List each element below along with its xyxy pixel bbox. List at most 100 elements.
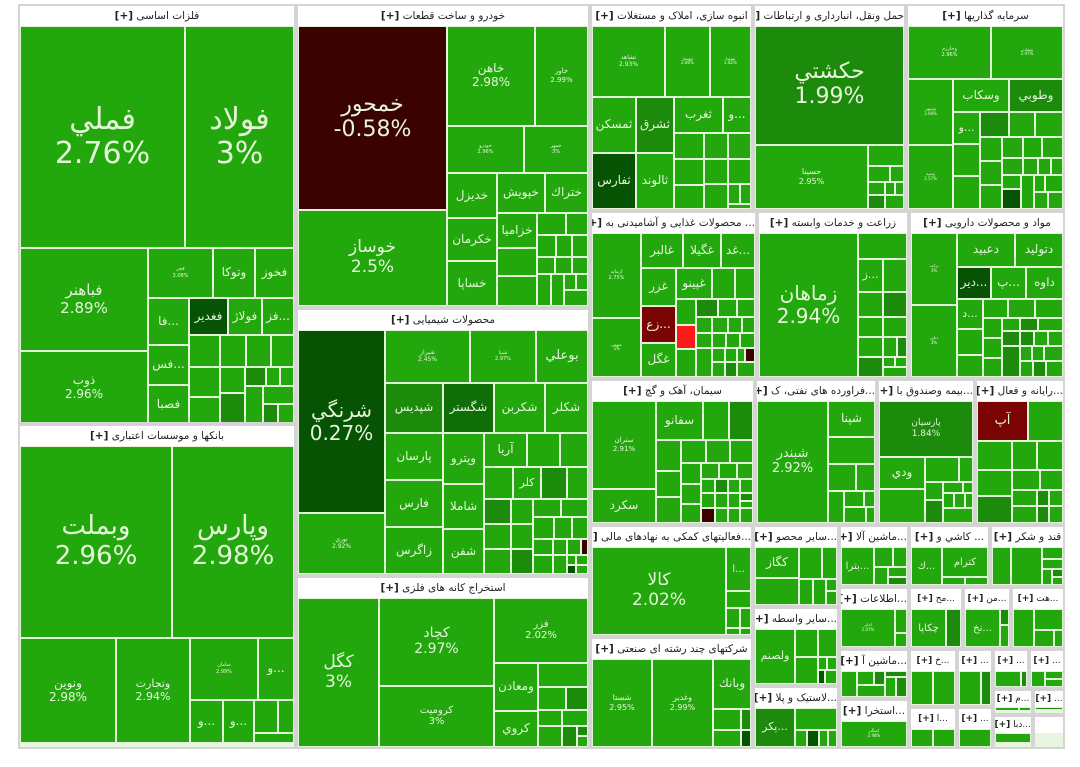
stock-tile[interactable] [890,166,904,182]
expand-plus-icon[interactable]: [+] [967,594,984,604]
stock-tile[interactable] [1052,577,1063,585]
stock-tile[interactable] [883,292,907,317]
stock-tile[interactable]: وبانك [713,659,751,709]
stock-tile[interactable]: ...فا [148,298,189,345]
stock-tile[interactable] [189,367,220,397]
stock-tile[interactable] [965,493,973,508]
stock-tile[interactable] [538,687,566,710]
stock-tile[interactable]: ...فز [262,298,294,335]
stock-tile[interactable] [943,493,954,508]
sector-title[interactable]: سیمان، آهک و گچ [+] [592,381,753,401]
sector-title[interactable]: محصولات شیمیایی [+] [298,310,588,330]
stock-tile[interactable]: ذوب 2.96% [20,351,148,422]
expand-plus-icon[interactable]: [+] [592,531,598,543]
stock-tile[interactable]: خودرو 2.96% [447,126,524,173]
stock-tile[interactable] [826,591,837,605]
stock-tile[interactable]: شگستر [443,383,494,433]
stock-tile[interactable] [943,508,973,523]
stock-tile[interactable]: شستا 2.95% [592,659,652,747]
sector-title[interactable]: ...دبا [+] [995,717,1031,733]
stock-tile[interactable] [1000,625,1009,647]
stock-tile[interactable] [858,292,883,317]
stock-tile[interactable] [819,730,828,747]
stock-tile[interactable] [1031,671,1045,687]
stock-tile[interactable]: چكاپا [911,609,946,647]
stock-tile[interactable] [554,517,572,539]
stock-tile[interactable] [826,579,837,591]
stock-tile[interactable] [681,440,706,463]
stock-tile[interactable]: شرنگي 0.27% [298,330,385,513]
stock-tile[interactable] [715,493,728,508]
stock-tile[interactable] [795,657,818,684]
stock-tile[interactable]: ...د [957,299,983,329]
sector-title[interactable]: ...ماشین آ [+] [841,651,907,671]
stock-tile[interactable] [674,185,704,209]
stock-tile[interactable] [883,259,907,292]
stock-tile[interactable]: كلر [513,467,541,499]
stock-tile[interactable]: فارس [385,480,443,527]
stock-tile[interactable]: ...پ [991,267,1026,299]
stock-tile[interactable]: وپترو [443,433,484,484]
stock-tile[interactable] [1012,506,1037,523]
stock-tile[interactable]: ثشرق [636,97,674,153]
stock-tile[interactable] [564,274,576,290]
sector-title[interactable]: ...فعالیتهای کمکی به نهادهای مالی [+] [592,527,751,547]
stock-tile[interactable] [983,318,1002,338]
expand-plus-icon[interactable]: [+] [842,705,862,717]
stock-tile[interactable] [888,577,907,585]
stock-tile[interactable]: ...و [190,700,223,743]
stock-tile[interactable] [676,299,696,325]
stock-tile[interactable] [511,499,533,524]
stock-tile[interactable] [946,609,961,647]
stock-tile[interactable] [740,608,751,628]
expand-plus-icon[interactable]: [+] [841,531,853,543]
stock-tile[interactable] [737,362,755,377]
stock-tile[interactable] [656,471,681,497]
stock-tile[interactable]: كروي [494,711,538,747]
stock-tile[interactable]: فولاژ [228,298,262,335]
stock-tile[interactable] [527,433,560,467]
stock-tile[interactable]: كروميت 3% [379,686,494,747]
stock-tile[interactable]: خديزل [447,173,497,218]
stock-tile[interactable] [553,555,567,574]
stock-tile[interactable]: كترام [942,547,988,577]
stock-tile[interactable] [1034,609,1063,630]
sector-title[interactable]: ... محصولات غذایی و آشامیدنی به [+] [592,213,755,233]
stock-tile[interactable] [883,367,907,377]
expand-plus-icon[interactable]: [+] [380,10,400,22]
stock-tile[interactable] [1002,137,1023,158]
stock-tile[interactable] [1035,112,1063,137]
stock-tile[interactable] [980,137,1002,161]
stock-tile[interactable] [885,677,896,697]
stock-tile[interactable] [567,539,581,555]
stock-tile[interactable]: وطوبي [1009,79,1063,112]
stock-tile[interactable] [1049,506,1063,523]
stock-tile[interactable] [562,710,588,726]
stock-tile[interactable]: خساپا [447,261,497,306]
stock-tile[interactable] [696,317,712,333]
expand-plus-icon[interactable]: [+] [1035,694,1052,704]
stock-tile[interactable] [1045,175,1063,192]
expand-plus-icon[interactable]: [+] [755,531,773,543]
stock-tile[interactable] [728,184,740,204]
stock-tile[interactable] [1019,707,1031,711]
stock-tile[interactable] [674,133,704,159]
expand-plus-icon[interactable]: [+] [918,714,934,724]
stock-tile[interactable] [1037,441,1063,470]
sector-title[interactable]: زراعت و خدمات وابسته [+] [759,213,907,233]
sector-title[interactable]: خودرو و ساخت قطعات [+] [298,6,588,26]
stock-tile[interactable]: شپنا 2.97% [470,330,536,383]
stock-tile[interactable] [712,333,726,348]
expand-plus-icon[interactable]: [+] [757,385,768,397]
stock-tile[interactable] [883,357,895,367]
stock-tile[interactable] [844,491,864,507]
stock-tile[interactable] [189,335,220,367]
expand-plus-icon[interactable]: [+] [914,531,934,543]
stock-tile[interactable]: آريا [484,433,527,467]
stock-tile[interactable] [538,710,562,726]
stock-tile[interactable] [718,299,737,317]
stock-tile[interactable] [1042,137,1063,158]
stock-tile[interactable] [1013,609,1034,647]
stock-tile[interactable]: خكرمان [447,218,497,261]
stock-tile[interactable]: بوعلي [536,330,588,383]
